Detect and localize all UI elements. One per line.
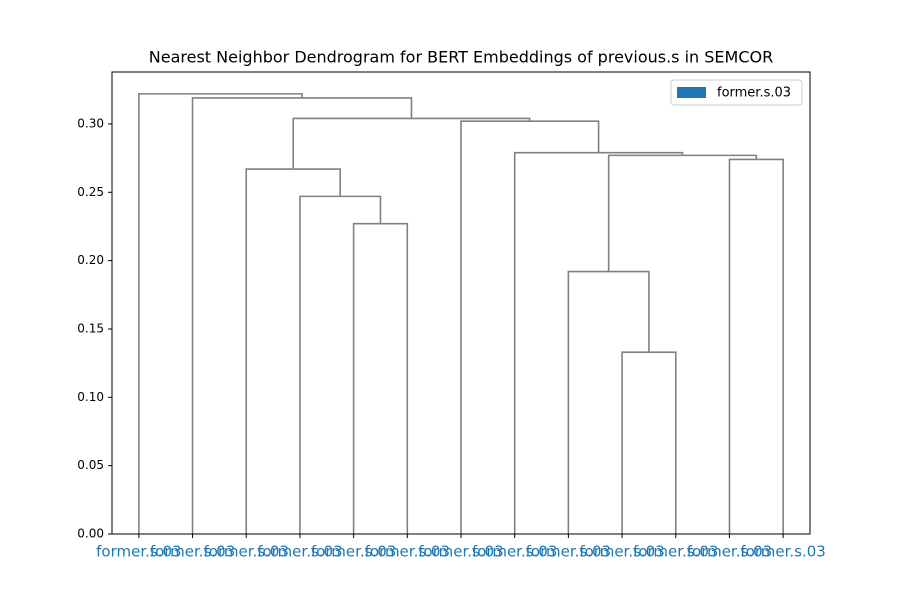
link xyxy=(621,351,677,534)
leaf-label: former.s.03 xyxy=(633,543,718,561)
link xyxy=(513,151,684,534)
legend-label: former.s.03 xyxy=(717,86,791,101)
leaf-label: former.s.03 xyxy=(418,543,503,561)
leaf-label: former.s.03 xyxy=(150,543,235,561)
y-tick-label: 0.30 xyxy=(77,116,104,130)
link xyxy=(728,158,784,534)
link xyxy=(245,168,341,534)
link xyxy=(191,97,413,534)
leaf-label: former.s.03 xyxy=(96,543,181,561)
y-tick-label: 0.20 xyxy=(77,253,104,267)
y-tick-label: 0.25 xyxy=(77,185,104,199)
legend-swatch xyxy=(677,87,706,98)
link xyxy=(460,120,600,534)
link xyxy=(292,117,531,170)
y-tick-label: 0.05 xyxy=(77,458,104,472)
link xyxy=(138,93,303,534)
leaf-label: former.s.03 xyxy=(257,543,342,561)
y-tick-label: 0.00 xyxy=(77,527,104,541)
legend-box xyxy=(670,79,803,106)
plot-frame xyxy=(111,71,811,535)
leaf-label: former.s.03 xyxy=(472,543,557,561)
leaf-label: former.s.03 xyxy=(526,543,611,561)
leaf-label: former.s.03 xyxy=(204,543,289,561)
leaf-label: former.s.03 xyxy=(311,543,396,561)
leaf-label: former.s.03 xyxy=(740,543,825,561)
leaf-label: former.s.03 xyxy=(579,543,664,561)
chart-title: Nearest Neighbor Dendrogram for BERT Emb… xyxy=(149,48,773,67)
leaf-label: former.s.03 xyxy=(687,543,772,561)
y-tick-label: 0.10 xyxy=(77,390,104,404)
link xyxy=(607,154,758,272)
link xyxy=(352,222,409,534)
y-tick-label: 0.15 xyxy=(77,321,104,335)
link xyxy=(299,195,382,534)
leaf-label: former.s.03 xyxy=(365,543,450,561)
link xyxy=(567,270,650,534)
